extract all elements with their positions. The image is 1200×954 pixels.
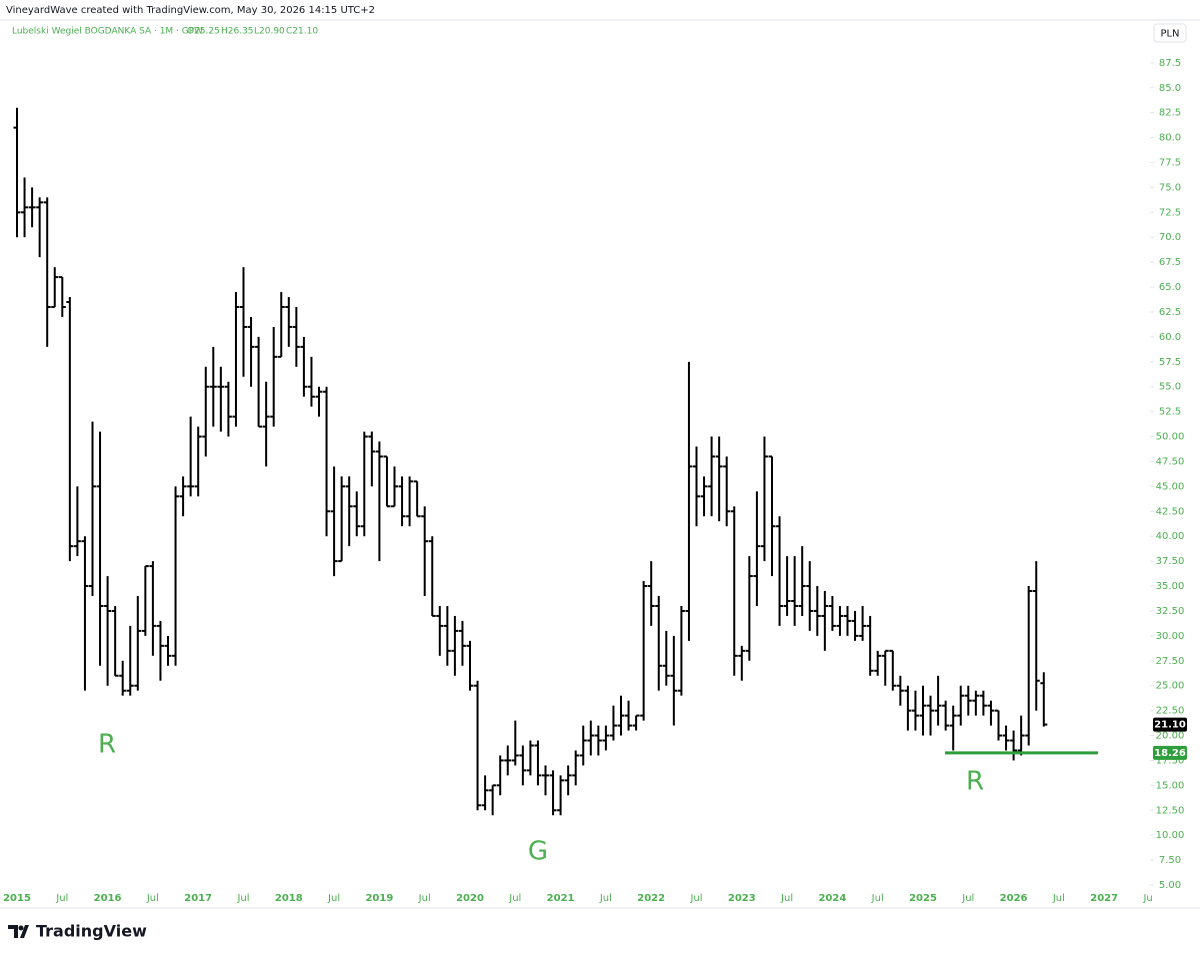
legend-low: L20.90 <box>254 27 285 37</box>
x-tick-label: Jul <box>780 893 793 904</box>
y-tick-label: 80.0 <box>1159 133 1181 144</box>
x-tick-label: Jul <box>55 893 68 904</box>
y-tick-label: 10.00 <box>1156 830 1185 841</box>
y-tick-label: 27.50 <box>1156 656 1185 667</box>
y-tick-label: 17.50 <box>1156 755 1185 766</box>
currency-box[interactable] <box>1153 23 1187 43</box>
y-tick-label: 57.5 <box>1159 357 1181 368</box>
brand[interactable]: TradingView <box>36 922 147 941</box>
x-tick-label: 2027 <box>1090 893 1118 904</box>
y-tick-label: 15.00 <box>1156 780 1185 791</box>
y-tick-label: 50.00 <box>1156 432 1185 443</box>
y-tick-label: 75.0 <box>1159 182 1181 193</box>
x-tick-label: Jul <box>146 893 159 904</box>
y-tick-label: 85.0 <box>1159 83 1181 94</box>
hline-label-box <box>1153 745 1187 760</box>
y-tick-label: 22.50 <box>1156 706 1185 717</box>
legend-open: O25.25 <box>187 27 220 37</box>
currency[interactable]: PLN <box>1160 29 1179 40</box>
hline-label: 18.26 <box>1154 748 1186 759</box>
x-tick-label: Jul <box>1142 893 1155 904</box>
brand-logo[interactable] <box>8 925 29 938</box>
annotation: G <box>528 837 548 867</box>
x-tick-label: 2025 <box>909 893 937 904</box>
y-tick-label: 65.0 <box>1159 282 1181 293</box>
x-tick-label: 2023 <box>728 893 756 904</box>
x-tick-label: 2017 <box>184 893 212 904</box>
y-tick-label: 77.5 <box>1159 158 1181 169</box>
x-tick-label: 2021 <box>547 893 575 904</box>
x-tick-label: 2016 <box>94 893 122 904</box>
x-tick-label: Jul <box>689 893 702 904</box>
legend-high: H26.35 <box>221 27 254 37</box>
legend-close: C21.10 <box>286 27 318 37</box>
y-tick-label: 52.5 <box>1159 407 1181 418</box>
x-tick-label: Jul <box>871 893 884 904</box>
annotation: R <box>966 767 984 797</box>
symbol: Lubelski Wegiel BOGDANKA SA · 1M · GPW <box>12 27 203 37</box>
y-tick-label: 35.00 <box>1156 581 1185 592</box>
x-tick-label: 2024 <box>818 893 846 904</box>
y-tick-label: 70.0 <box>1159 232 1181 243</box>
x-tick-label: Jul <box>418 893 431 904</box>
x-tick-label: 2015 <box>3 893 31 904</box>
x-tick-label: 2018 <box>275 893 303 904</box>
x-tick-label: 2019 <box>365 893 393 904</box>
x-tick-label: Jul <box>599 893 612 904</box>
x-tick-label: Jul <box>961 893 974 904</box>
x-tick-label: 2026 <box>1000 893 1028 904</box>
y-tick-label: 62.5 <box>1159 307 1181 318</box>
y-tick-label: 37.50 <box>1156 556 1185 567</box>
x-tick-label: Jul <box>508 893 521 904</box>
last-price-box <box>1153 717 1187 732</box>
y-tick-label: 72.5 <box>1159 207 1181 218</box>
y-tick-label: 30.00 <box>1156 631 1185 642</box>
x-tick-label: Jul <box>236 893 249 904</box>
y-tick-label: 87.5 <box>1159 58 1181 69</box>
x-tick-label: 2020 <box>456 893 484 904</box>
plot: 5.00 7.50 10.00 12.50 15.00 17.50 20.00 22.50 25… <box>13 58 1185 891</box>
y-tick-label: 67.5 <box>1159 257 1181 268</box>
y-tick-label: 55.0 <box>1159 382 1181 393</box>
annotation: R <box>98 730 116 760</box>
y-tick-label: 32.50 <box>1156 606 1185 617</box>
x-tick-label: 2022 <box>637 893 665 904</box>
y-tick-label: 20.00 <box>1156 731 1185 742</box>
y-tick-label: 42.50 <box>1156 506 1185 517</box>
header: VineyardWave created with TradingView.co… <box>6 5 375 16</box>
y-tick-label: 60.0 <box>1159 332 1181 343</box>
x-tick-label: Jul <box>1052 893 1065 904</box>
overlay: 18.26 21.10 <box>945 717 1187 760</box>
x-tick-label: Jul <box>327 893 340 904</box>
y-tick-label: 45.00 <box>1156 481 1185 492</box>
y-tick-label: 12.50 <box>1156 805 1185 816</box>
y-tick-label: 7.50 <box>1159 855 1181 866</box>
y-tick-label: 5.00 <box>1159 880 1181 891</box>
y-tick-label: 25.00 <box>1156 681 1185 692</box>
y-tick-label: 40.00 <box>1156 531 1185 542</box>
x-axis: 2015 Jul 2016 Jul 2017 Jul 2018 Jul 2019 Jul 2020 J… <box>3 893 1155 904</box>
y-tick-label: 82.5 <box>1159 108 1181 119</box>
y-tick-label: 47.50 <box>1156 456 1185 467</box>
last-price-label: 21.10 <box>1154 720 1186 731</box>
